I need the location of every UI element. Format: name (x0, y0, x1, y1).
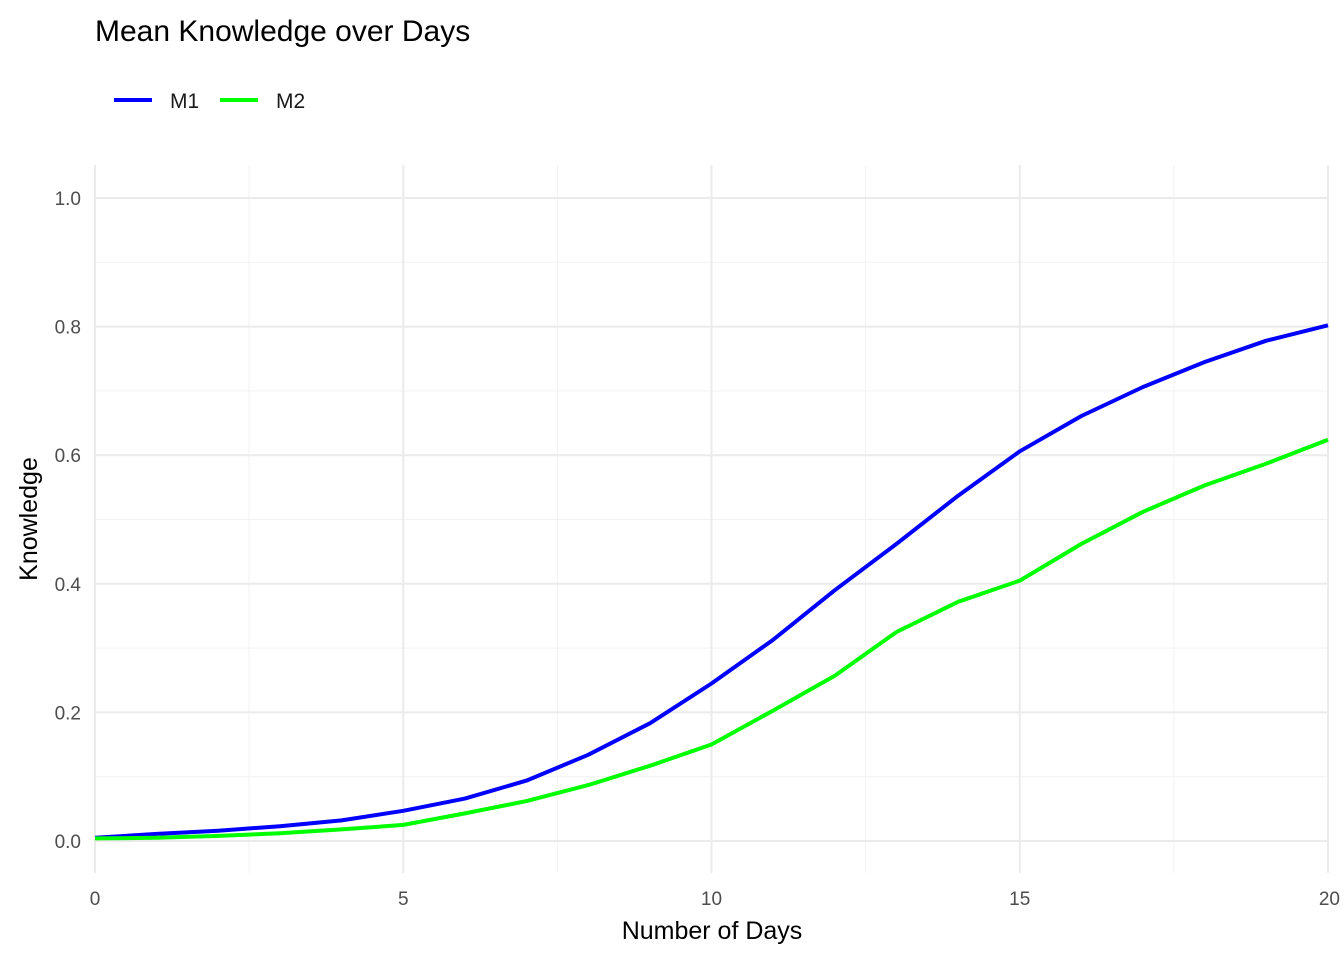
series-lines (94, 323, 1329, 841)
series-line-m2 (94, 437, 1329, 841)
x-tick-labels: 0 5 10 15 20 (90, 889, 1340, 910)
x-axis-title: Number of Days (622, 917, 803, 945)
grid-major (94, 165, 1329, 873)
legend: M1 M2 (114, 90, 305, 113)
x-tick-label: 20 (1319, 889, 1340, 910)
x-tick-label: 0 (90, 889, 101, 910)
chart-title: Mean Knowledge over Days (95, 15, 470, 48)
series-line-m1 (94, 323, 1329, 840)
y-tick-label: 0.6 (55, 446, 81, 467)
y-tick-label: 1.0 (55, 189, 81, 210)
legend-label-m1: M1 (170, 90, 199, 113)
y-tick-label: 0.4 (55, 575, 82, 596)
y-tick-label: 0.2 (55, 703, 81, 724)
y-axis-title: Knowledge (15, 457, 43, 581)
y-tick-label: 0.8 (55, 318, 81, 339)
y-tick-labels: 0.0 0.2 0.4 0.6 0.8 1.0 (55, 189, 82, 853)
x-tick-label: 15 (1009, 889, 1030, 910)
x-tick-label: 10 (701, 889, 722, 910)
x-tick-label: 5 (398, 889, 409, 910)
y-tick-label: 0.0 (55, 832, 81, 853)
legend-label-m2: M2 (276, 90, 305, 113)
